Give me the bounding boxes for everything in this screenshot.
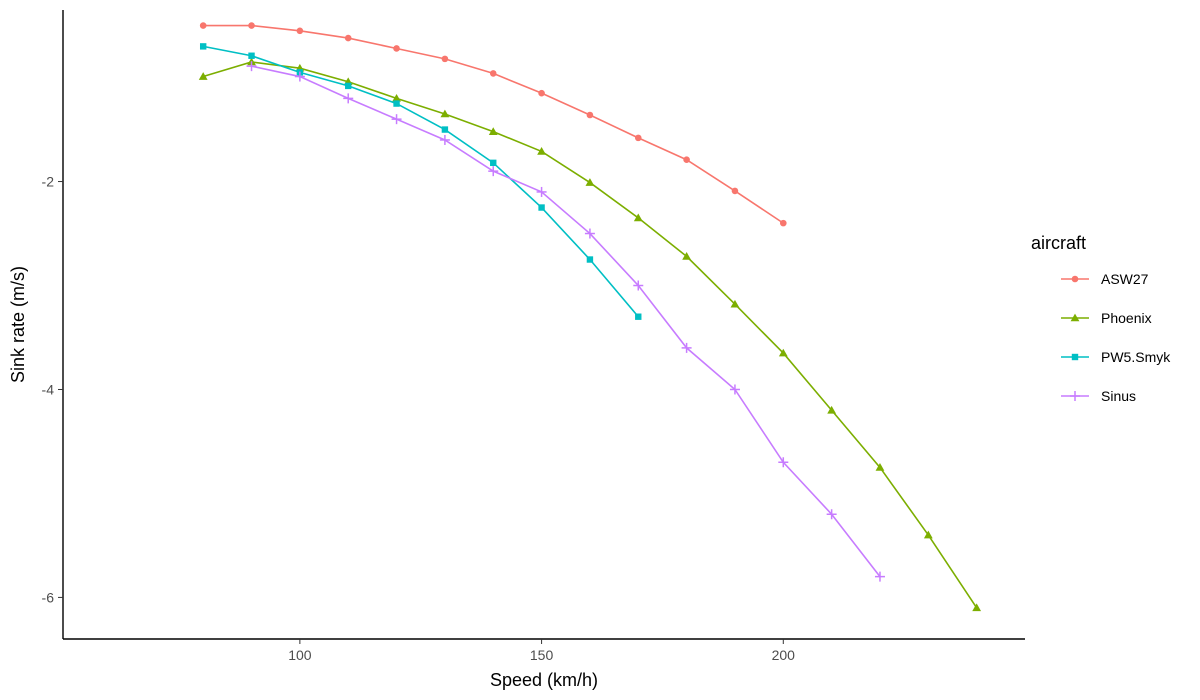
legend-label: ASW27: [1101, 271, 1149, 287]
data-point-asw27: [586, 111, 594, 119]
data-point-asw27: [296, 27, 304, 35]
series-line-phoenix: [202, 61, 978, 609]
data-point-sinus: [584, 228, 595, 239]
data-point-asw27: [489, 70, 497, 77]
data-point-sinus: [536, 186, 547, 197]
data-point-pw5-smyk: [490, 159, 497, 167]
data-point-asw27: [634, 134, 642, 142]
legend-item-sinus: Sinus: [1061, 388, 1136, 404]
data-point-sinus: [488, 166, 499, 177]
legend-label: PW5.Smyk: [1101, 349, 1171, 365]
data-point-phoenix: [827, 405, 837, 414]
series-line-sinus: [251, 65, 881, 578]
data-point-pw5-smyk: [586, 256, 594, 263]
data-point-phoenix: [392, 93, 401, 102]
legend-key-marker: [1071, 353, 1079, 361]
data-point-sinus: [826, 509, 837, 520]
data-point-phoenix: [198, 72, 208, 80]
legend: aircraft ASW27 Phoenix PW5.Smyk Sinus: [1031, 233, 1171, 404]
x-axis-ticks: 100 150 200: [288, 639, 795, 663]
x-tick-label: 200: [772, 647, 796, 663]
data-point-phoenix: [488, 127, 498, 135]
data-point-asw27: [779, 219, 787, 227]
y-tick-label: -6: [42, 589, 55, 605]
plot-area: [198, 22, 982, 612]
data-point-phoenix: [923, 530, 933, 539]
data-point-sinus: [343, 93, 354, 104]
y-tick-label: -4: [42, 381, 55, 397]
data-point-phoenix: [537, 146, 546, 155]
series-asw27: [199, 22, 787, 227]
y-axis-ticks: -2 -4 -6: [42, 174, 63, 605]
series-sinus: [246, 61, 885, 582]
legend-item-phoenix: Phoenix: [1061, 310, 1152, 326]
x-tick-label: 100: [288, 647, 312, 663]
data-point-phoenix: [730, 299, 740, 308]
legend-label: Sinus: [1101, 388, 1136, 404]
data-point-pw5-smyk: [441, 126, 449, 133]
legend-key-marker: [1070, 391, 1080, 401]
data-point-asw27: [731, 187, 739, 195]
data-point-sinus: [874, 571, 885, 582]
data-point-asw27: [683, 156, 690, 164]
data-point-pw5-smyk: [635, 313, 642, 320]
legend-key-marker: [1071, 275, 1079, 283]
data-point-pw5-smyk: [199, 43, 207, 50]
legend-item-asw27: ASW27: [1061, 271, 1149, 287]
data-point-phoenix: [778, 348, 788, 357]
legend-item-pw5-smyk: PW5.Smyk: [1061, 349, 1171, 365]
data-point-asw27: [344, 34, 352, 42]
data-point-phoenix: [440, 109, 450, 118]
data-point-phoenix: [682, 252, 692, 260]
data-point-asw27: [538, 89, 545, 97]
data-point-sinus: [633, 280, 644, 291]
data-point-asw27: [248, 22, 255, 29]
data-point-pw5-smyk: [345, 82, 352, 90]
data-point-asw27: [441, 55, 449, 63]
series-line-pw5-smyk: [203, 45, 639, 318]
legend-key-marker: [1070, 313, 1080, 322]
data-point-sinus: [681, 342, 692, 353]
data-point-phoenix: [875, 463, 885, 471]
legend-label: Phoenix: [1101, 310, 1152, 326]
data-point-asw27: [199, 22, 207, 29]
series-pw5-smyk: [199, 43, 642, 320]
x-tick-label: 150: [530, 647, 554, 663]
data-point-sinus: [729, 384, 740, 395]
y-axis-title: Sink rate (m/s): [8, 266, 28, 383]
legend-items: ASW27 Phoenix PW5.Smyk Sinus: [1061, 271, 1171, 404]
series-line-asw27: [203, 24, 784, 224]
x-axis-title: Speed (km/h): [490, 670, 598, 690]
data-point-pw5-smyk: [393, 100, 400, 107]
legend-title: aircraft: [1031, 233, 1086, 253]
data-point-phoenix: [585, 178, 595, 186]
axes: 100 150 200 -2 -4 -6: [42, 10, 1025, 663]
data-point-sinus: [439, 134, 450, 145]
data-point-phoenix: [972, 603, 982, 612]
data-point-phoenix: [633, 213, 643, 222]
data-point-asw27: [393, 45, 400, 52]
data-point-pw5-smyk: [248, 52, 255, 59]
data-point-sinus: [391, 114, 402, 125]
data-point-sinus: [294, 71, 305, 82]
data-point-sinus: [246, 61, 257, 72]
data-point-sinus: [778, 457, 789, 468]
data-point-pw5-smyk: [538, 204, 545, 211]
y-tick-label: -2: [42, 174, 55, 190]
series-phoenix: [198, 57, 982, 612]
